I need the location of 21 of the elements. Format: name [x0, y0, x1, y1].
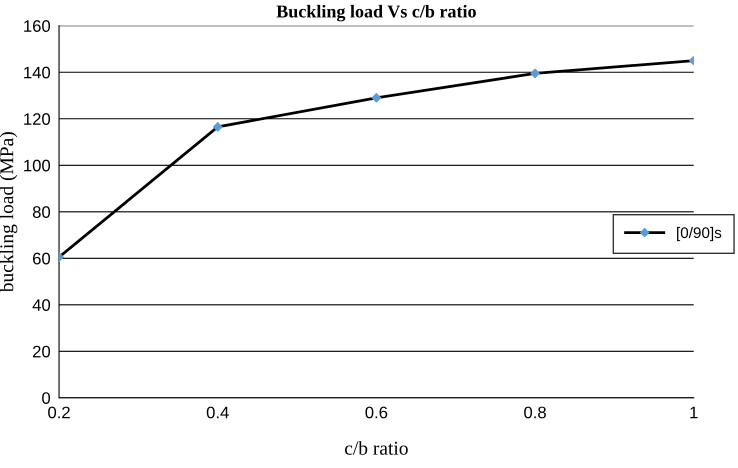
x-tick-label: 1 [690, 406, 698, 418]
x-tick-label: 0.4 [206, 406, 229, 418]
y-tick-label: 120 [24, 113, 50, 125]
point [372, 93, 382, 102]
y-tick-label: 160 [24, 20, 50, 32]
y-tick-label: 40 [32, 299, 50, 311]
x-tick-label: 0.2 [48, 406, 70, 418]
y-tick-label: 20 [33, 346, 50, 358]
chart-title: Buckling load Vs c/b ratio [276, 4, 476, 22]
point [213, 122, 222, 132]
point [530, 68, 540, 78]
y-axis-title: buckling load (MPa) [0, 132, 18, 292]
y-tick-label: 0 [42, 392, 50, 404]
x-axis-title: c/b ratio [344, 441, 408, 455]
legend-label: [0/90]s [677, 226, 722, 242]
y-tick-label: 80 [32, 206, 50, 218]
y-tick-label: 100 [24, 160, 50, 172]
y-tick-label: 140 [24, 66, 50, 78]
x-tick-label: 0.6 [365, 406, 388, 418]
x-tick-label: 0.8 [524, 406, 546, 418]
y-tick-label: 60 [33, 252, 50, 264]
